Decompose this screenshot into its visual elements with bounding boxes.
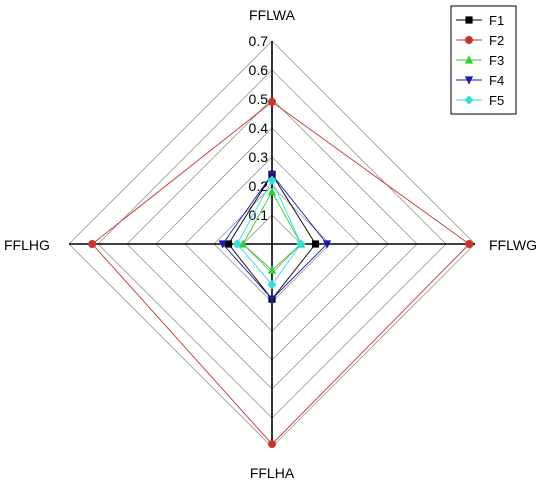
- legend-label-f2: F2: [489, 33, 504, 48]
- point-f2-fflwg: [465, 240, 474, 248]
- legend-marker-f4: [464, 76, 474, 85]
- legend-marker-f2: [465, 36, 473, 44]
- radial-tick-labels: 0.1 0.2 0.3 0.4 0.5 0.6 0.7: [249, 33, 269, 223]
- series-f4: [218, 170, 332, 304]
- axis-title-fflwg: FFLWG: [489, 237, 537, 253]
- legend-marker-f1: [465, 16, 473, 24]
- legend-label-f5: F5: [489, 93, 504, 108]
- tick-label-0.3: 0.3: [249, 149, 269, 165]
- legend-label-f1: F1: [489, 13, 504, 28]
- legend-marker-f3: [464, 55, 474, 64]
- point-f1-fflwg: [311, 240, 320, 248]
- tick-label-0.5: 0.5: [249, 91, 269, 107]
- legend-item-f5: F5: [456, 93, 504, 108]
- series-layer: [88, 97, 474, 449]
- point-f3-fflhg: [238, 239, 248, 248]
- point-f5-fflha: [267, 280, 277, 290]
- tick-label-0.4: 0.4: [249, 120, 269, 136]
- series-line-f5: [236, 179, 302, 286]
- point-f4-fflha: [267, 295, 277, 304]
- point-f2-fflha: [268, 440, 276, 449]
- point-f5-fflhg: [232, 239, 242, 249]
- tick-label-0.6: 0.6: [249, 62, 269, 78]
- legend-item-f2: F2: [456, 33, 504, 48]
- series-f5: [232, 175, 306, 290]
- legend-label-f4: F4: [489, 73, 504, 88]
- point-f3-fflwa: [267, 187, 277, 196]
- point-f4-fflwg: [323, 240, 332, 249]
- legend-item-f4: F4: [456, 73, 504, 88]
- point-f3-fflha: [267, 265, 277, 274]
- axis-title-fflwa: FFLWA: [249, 7, 296, 23]
- legend-item-f3: F3: [456, 53, 504, 68]
- point-f4-fflwa: [267, 170, 277, 179]
- legend-item-f1: F1: [456, 13, 504, 28]
- point-f1-fflhg: [224, 240, 233, 248]
- axis-titles: FFLWA FFLWG FFLHA FFLHG: [4, 7, 537, 481]
- axis-title-fflha: FFLHA: [250, 465, 295, 481]
- legend-label-f3: F3: [489, 53, 504, 68]
- tick-label-0.1: 0.1: [249, 207, 269, 223]
- tick-label-0.7: 0.7: [249, 33, 269, 49]
- axis-title-fflhg: FFLHG: [4, 237, 50, 253]
- legend: F1 F2 F3 F4 F5: [450, 5, 517, 115]
- point-f5-fflwg: [296, 239, 306, 249]
- series-f2: [88, 97, 474, 449]
- point-f2-fflhg: [88, 240, 97, 248]
- point-f4-fflhg: [218, 240, 227, 249]
- legend-marker-f5: [464, 95, 474, 105]
- point-f5-fflwa: [267, 175, 277, 185]
- point-f2-fflwa: [268, 97, 276, 106]
- tick-label-0.2: 0.2: [249, 178, 269, 194]
